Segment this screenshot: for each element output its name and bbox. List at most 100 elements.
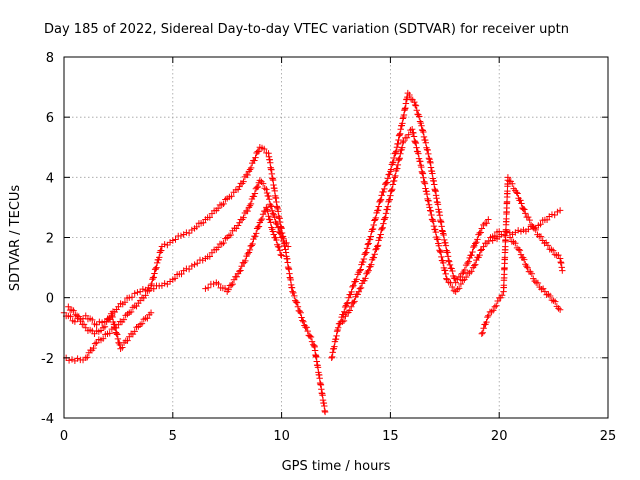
track-d-point	[474, 236, 481, 243]
track-c-point	[119, 344, 126, 351]
track-c-point	[237, 267, 244, 274]
track-b-point	[84, 353, 91, 361]
track-e-point	[380, 220, 387, 227]
track-c-point	[259, 211, 267, 218]
track-g-point	[515, 246, 522, 253]
track-d-point	[364, 241, 372, 248]
track-f-point	[549, 247, 557, 254]
axis-ticks: 0 5 10 15 20 25 -4 -2 0 2 4 6 8	[41, 51, 616, 444]
track-a-point	[214, 205, 222, 212]
track-d-point	[457, 273, 464, 281]
track-b-point	[271, 214, 278, 221]
x-tick-label: 25	[600, 429, 617, 444]
track-e-point	[457, 280, 465, 288]
track-b-point	[269, 210, 277, 217]
track-e-point	[355, 288, 363, 295]
track-e-point	[389, 181, 397, 188]
track-d-point	[381, 185, 388, 193]
track-g-point	[556, 306, 564, 313]
track-f-point	[558, 264, 565, 271]
track-d-point	[333, 328, 341, 335]
track-a-point	[296, 308, 303, 315]
track-d-point	[465, 258, 472, 265]
track-a-point	[193, 223, 200, 231]
y-tick-label: -2	[41, 352, 54, 367]
track-b-point	[82, 354, 89, 362]
track-a-point	[156, 254, 163, 261]
track-e-point	[438, 253, 445, 261]
track-c-point	[233, 273, 240, 281]
track-d-point	[397, 126, 404, 133]
track-a-point	[169, 237, 176, 244]
track-d-point	[341, 303, 349, 311]
track-b-point	[251, 190, 259, 197]
track-e-point	[342, 313, 349, 320]
track-d-point	[473, 239, 480, 246]
track-f-point	[484, 313, 491, 321]
track-d-point	[395, 136, 402, 144]
track-b-point	[283, 239, 290, 247]
track-d-point	[363, 245, 371, 252]
track-b-point	[227, 231, 235, 239]
track-e-point	[421, 178, 428, 186]
track-g-point	[543, 216, 551, 224]
track-a-point	[164, 241, 171, 249]
track-b-point	[240, 214, 247, 221]
track-d-point	[445, 258, 453, 265]
track-c-point	[242, 257, 249, 265]
track-b-point	[150, 285, 157, 292]
track-b-point	[276, 229, 284, 236]
track-a-point	[299, 317, 306, 324]
track-c-point	[257, 217, 265, 224]
track-d-point	[377, 197, 384, 204]
track-e-point	[368, 261, 375, 268]
track-g-point	[512, 240, 519, 247]
track-c-point	[273, 236, 280, 244]
track-e-point	[394, 161, 402, 169]
track-c-point	[113, 330, 120, 337]
track-f-point	[514, 190, 521, 197]
track-a-point	[153, 264, 160, 271]
track-d-point	[377, 196, 385, 203]
track-e-point	[468, 268, 475, 275]
track-d-point	[389, 159, 396, 167]
track-c-point	[131, 328, 138, 335]
x-axis-label: GPS time / hours	[282, 459, 391, 474]
track-e-point	[374, 243, 381, 250]
track-a-point	[304, 327, 311, 335]
track-e-point	[396, 155, 403, 162]
track-e-point	[485, 237, 492, 245]
track-e-point	[418, 163, 425, 171]
track-f-point	[521, 206, 528, 213]
track-a-point	[89, 316, 96, 324]
track-e-point	[419, 170, 427, 177]
track-g-point	[552, 298, 559, 305]
track-a-point	[67, 313, 74, 320]
track-e-point	[410, 133, 418, 140]
track-e-point	[382, 214, 389, 221]
track-d-point	[328, 353, 336, 361]
track-e-point	[480, 243, 487, 250]
track-a-point	[255, 148, 262, 155]
track-d-point	[444, 253, 452, 260]
track-e-point	[427, 207, 435, 215]
track-a-point	[297, 309, 304, 316]
track-g-point	[555, 305, 562, 312]
track-c-point	[255, 223, 263, 230]
track-d-point	[387, 166, 395, 173]
track-d-point	[396, 130, 404, 137]
track-b-point	[277, 230, 284, 237]
track-e-point	[443, 275, 450, 282]
track-d-point	[384, 175, 391, 182]
track-d-point	[375, 203, 382, 210]
track-e-point	[392, 172, 399, 180]
track-e-point	[397, 150, 404, 157]
track-f-point	[525, 213, 532, 221]
track-a-point	[121, 299, 129, 306]
track-a-point	[82, 312, 89, 319]
track-a-point	[303, 324, 310, 331]
track-d-point	[439, 230, 447, 237]
track-e-point	[426, 204, 433, 211]
track-a-point	[291, 292, 298, 300]
